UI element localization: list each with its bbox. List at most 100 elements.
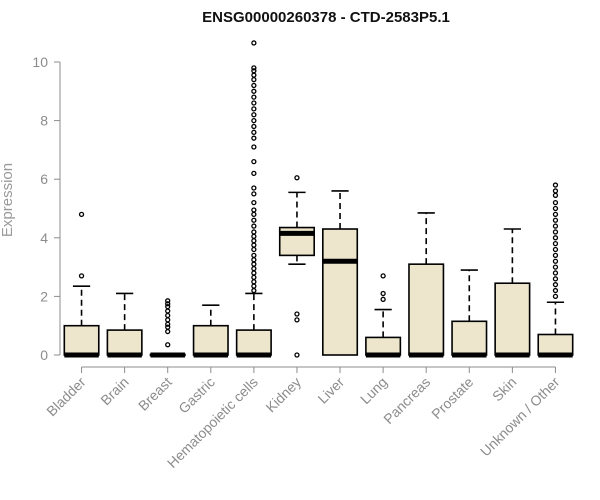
outlier-point <box>165 324 171 330</box>
y-tick-label: 8 <box>40 113 48 129</box>
x-tick-label: Liver <box>314 374 347 407</box>
box-iqr <box>451 320 488 356</box>
box-pancreas <box>408 212 445 358</box>
box-iqr <box>106 329 143 356</box>
x-tick-label: Breast <box>135 374 175 414</box>
outlier-point <box>251 191 257 197</box>
outlier-point <box>552 241 559 247</box>
outlier-point <box>251 117 257 124</box>
box-skin <box>494 228 531 358</box>
outlier-point <box>251 242 257 248</box>
outlier-point <box>552 252 559 259</box>
outlier-point <box>552 229 559 235</box>
outlier-point <box>251 229 257 235</box>
outlier-point <box>251 135 257 141</box>
outlier-point <box>251 112 257 118</box>
outlier-point <box>251 88 257 94</box>
box-breast <box>149 298 186 358</box>
outlier-point <box>251 72 257 78</box>
box-hematopoietic-cells <box>235 40 272 358</box>
y-axis-label: Expression <box>0 163 16 237</box>
outlier-point <box>552 223 559 229</box>
outlier-point <box>251 40 257 46</box>
outlier-point <box>251 261 257 267</box>
outlier-point <box>251 207 257 213</box>
outlier-point <box>552 192 559 198</box>
outlier-point <box>251 238 257 244</box>
box-iqr <box>494 282 531 356</box>
outlier-point <box>251 246 257 253</box>
outlier-point <box>552 246 559 253</box>
x-tick-label: Prostate <box>428 374 476 422</box>
box-iqr <box>365 336 402 356</box>
outlier-point <box>251 223 257 229</box>
outlier-point <box>165 298 171 304</box>
outlier-point <box>251 185 257 191</box>
outlier-point <box>552 258 559 264</box>
x-tick-label: Gastric <box>175 374 218 417</box>
outlier-point <box>251 279 257 285</box>
box-iqr <box>408 263 445 356</box>
outlier-point <box>251 82 257 89</box>
box-iqr <box>63 324 100 356</box>
outlier-point <box>251 217 257 223</box>
outlier-point <box>251 65 257 71</box>
x-tick-label: Skin <box>489 374 520 405</box>
y-tick-label: 2 <box>40 288 48 304</box>
outlier-point <box>251 76 257 83</box>
outlier-point <box>78 273 85 279</box>
outlier-point <box>294 175 300 181</box>
outlier-point <box>552 287 559 294</box>
outlier-point <box>251 199 257 206</box>
outlier-point <box>251 283 257 289</box>
x-tick-label: Kidney <box>262 374 304 416</box>
outlier-point <box>251 158 257 165</box>
box-liver <box>322 190 359 356</box>
outlier-point <box>552 211 559 218</box>
box-bladder <box>63 211 100 358</box>
outlier-point <box>251 287 257 294</box>
outlier-point <box>552 205 559 212</box>
outlier-point <box>251 100 257 106</box>
outlier-point <box>380 296 386 302</box>
outlier-point <box>165 321 171 327</box>
outlier-point <box>251 270 257 276</box>
box-prostate <box>451 269 488 358</box>
box-kidney <box>278 175 315 358</box>
box-lung <box>365 273 402 358</box>
outlier-point <box>251 233 257 239</box>
outlier-point <box>251 257 257 263</box>
box-brain <box>106 292 143 358</box>
outlier-point <box>251 170 257 176</box>
box-iqr <box>322 228 359 356</box>
outlier-point <box>251 211 257 218</box>
outlier-point <box>251 106 257 112</box>
outlier-point <box>251 144 257 150</box>
outlier-point <box>165 317 171 323</box>
box-iqr <box>235 329 272 356</box>
outlier-point <box>552 270 559 276</box>
y-tick-label: 6 <box>40 171 48 187</box>
outlier-point <box>380 290 386 297</box>
y-tick-label: 10 <box>32 54 48 70</box>
outlier-point <box>251 274 257 281</box>
outlier-point <box>380 273 386 279</box>
box-iqr <box>192 324 229 356</box>
box-iqr <box>537 333 574 356</box>
outlier-point <box>165 301 171 307</box>
outlier-point <box>552 293 559 300</box>
outlier-point <box>552 264 559 270</box>
outlier-point <box>552 188 559 194</box>
y-tick-label: 4 <box>40 230 48 246</box>
outlier-point <box>294 317 300 323</box>
y-tick-label: 0 <box>40 347 48 363</box>
outlier-point <box>552 182 559 188</box>
x-tick-label: Brain <box>97 374 131 408</box>
outlier-point <box>78 211 85 218</box>
x-tick-label: Pancreas <box>380 374 433 427</box>
y-axis: 0 2 4 6 8 10 <box>32 54 61 363</box>
outlier-point <box>251 252 257 259</box>
outlier-point <box>165 342 171 348</box>
